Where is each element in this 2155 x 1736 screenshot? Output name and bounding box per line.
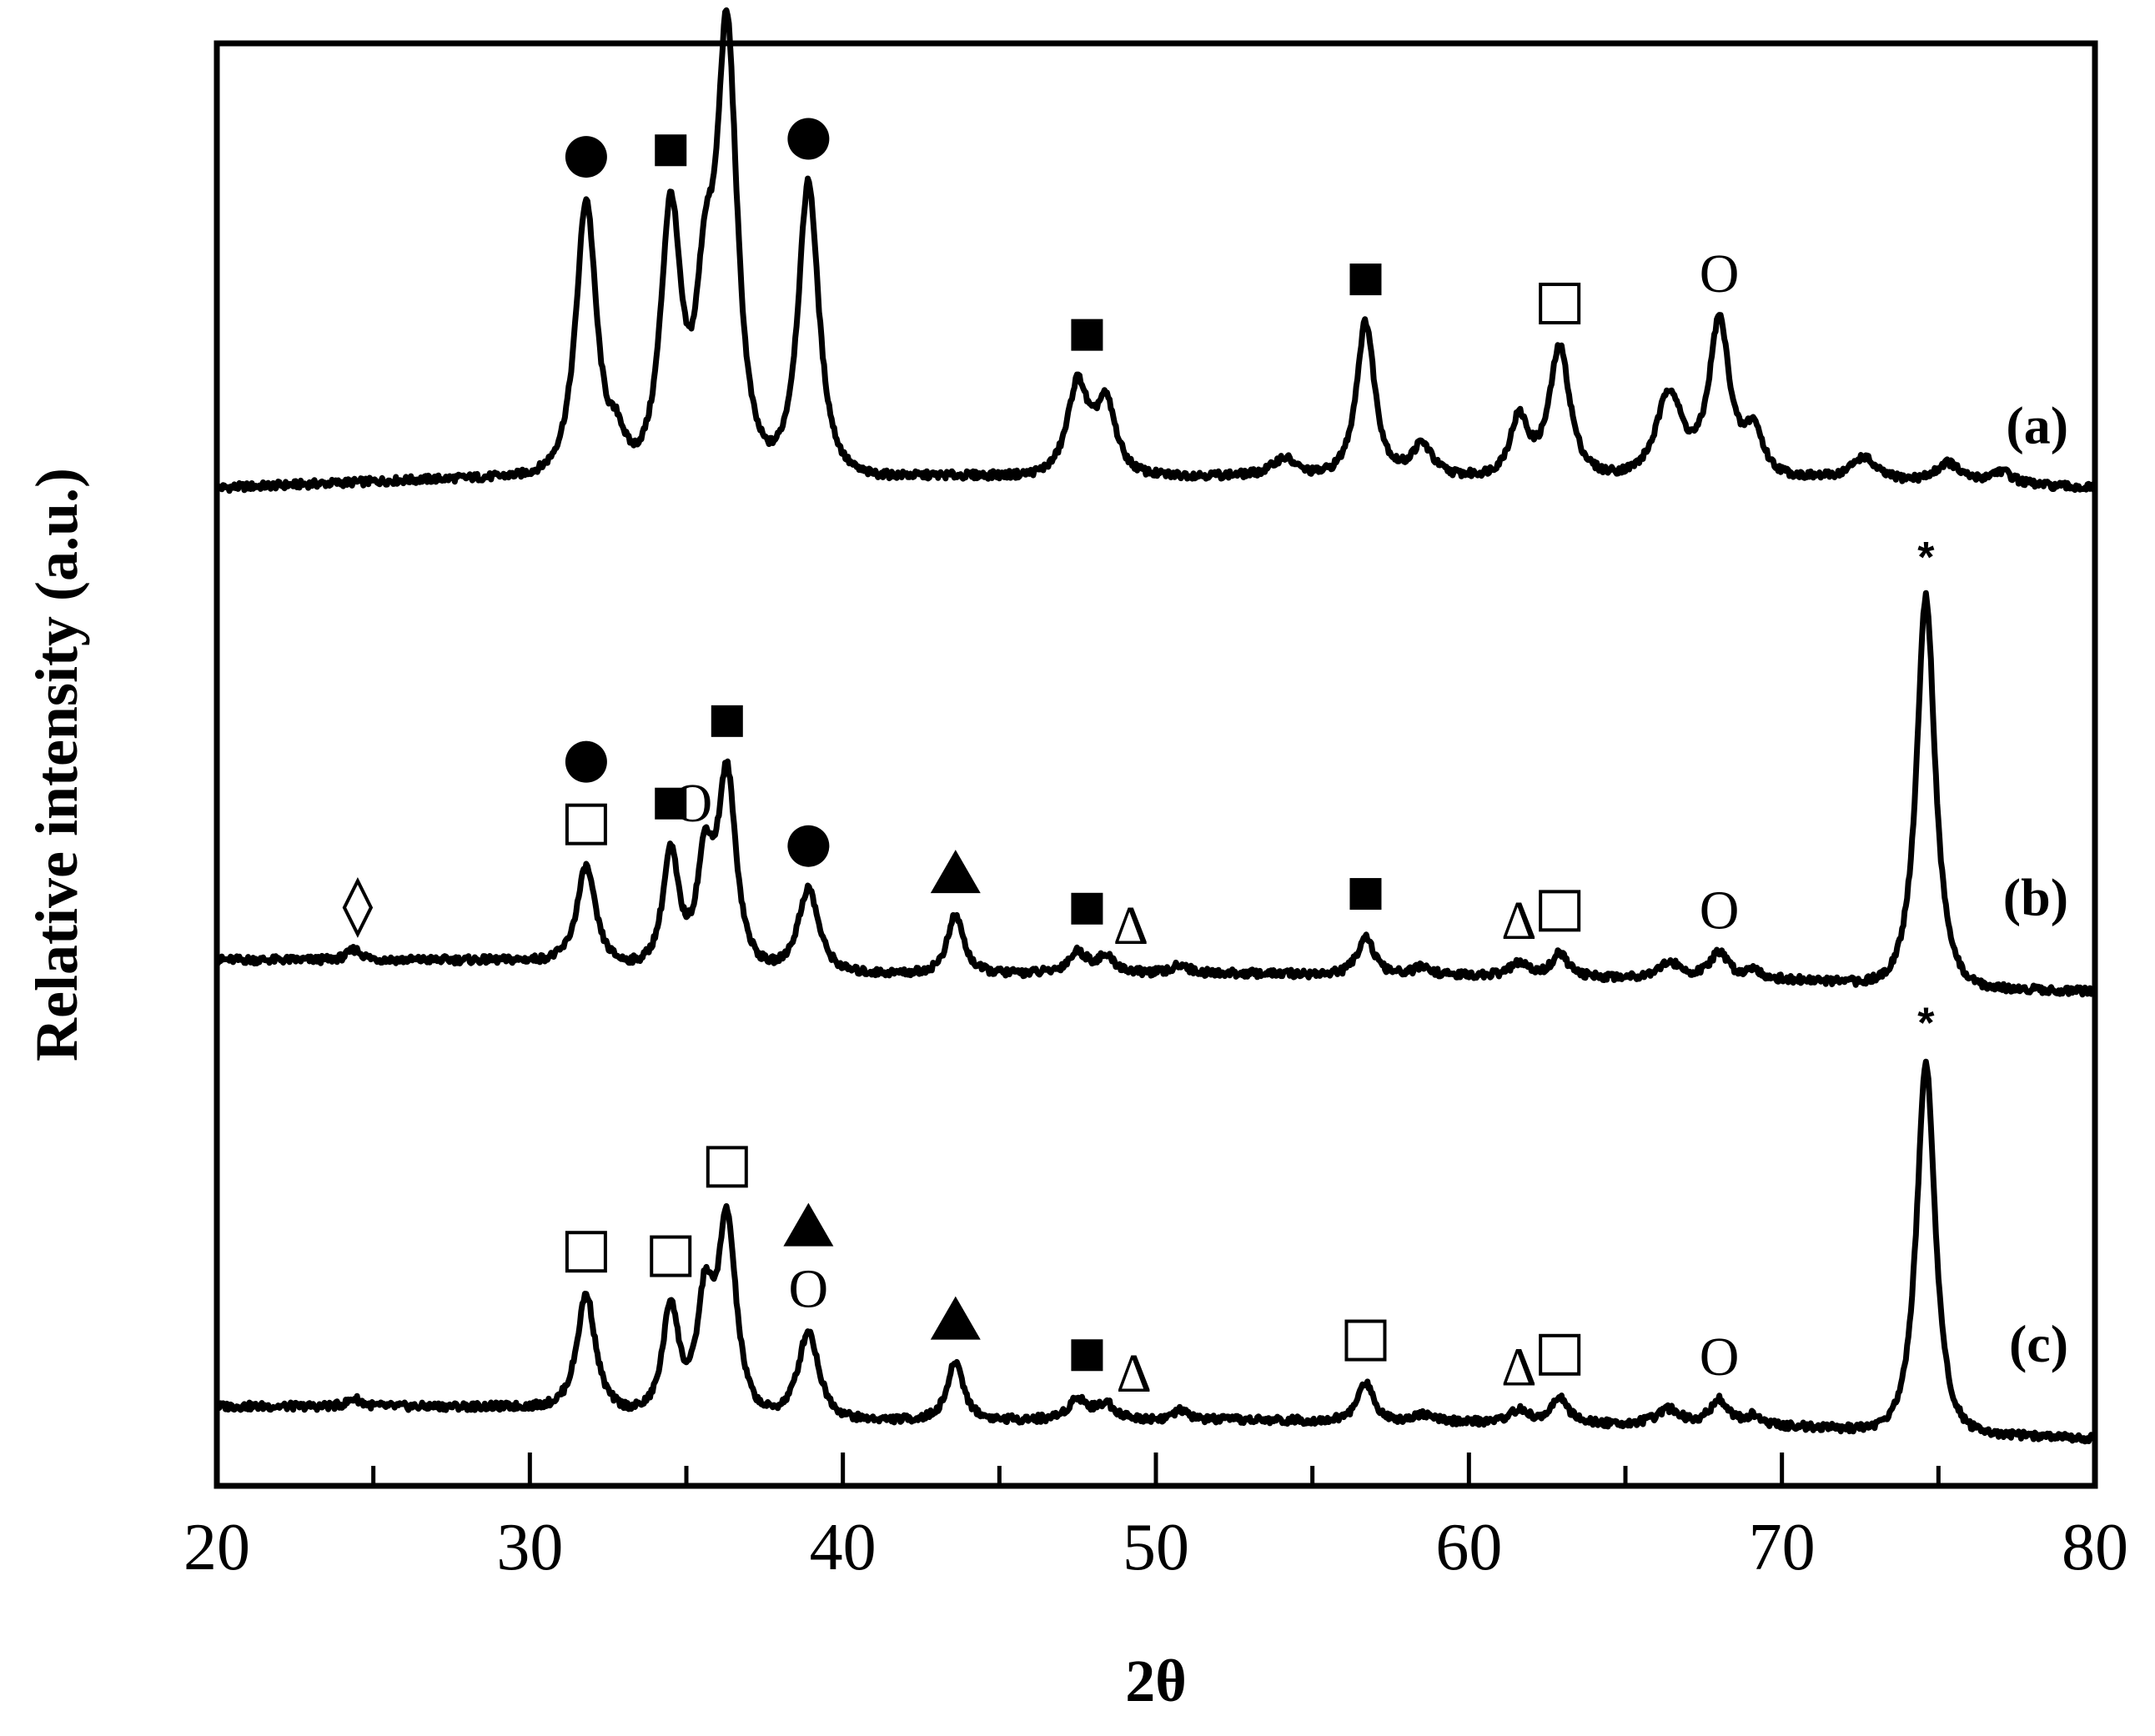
marker-b-6-circle-filled: [787, 825, 830, 867]
marker-b-8-square-filled: [1071, 892, 1103, 925]
marker-c-5-triangle-filled: [930, 1296, 981, 1340]
marker-c-9-glyph: Δ: [1501, 1337, 1536, 1397]
y-axis-title: Relative intensity (a.u.): [23, 468, 90, 1061]
trace-label-a: (a): [2006, 395, 2068, 454]
trace-label-b: (b): [2003, 868, 2068, 927]
marker-c-4-triangle-filled: [783, 1202, 834, 1247]
trace-a: [213, 7, 2098, 494]
marker-b-0-diamond-open: [342, 876, 374, 938]
marker-c-10-square-open: [1539, 1333, 1581, 1376]
marker-b-1-square-open: [565, 803, 607, 845]
x-tick-label: 50: [1123, 1511, 1189, 1584]
marker-b-10-square-filled: [1349, 878, 1382, 911]
marker-a-6-square-open: [1539, 283, 1581, 325]
marker-a-3-circle-filled: [787, 118, 830, 160]
marker-c-0-square-open: [565, 1231, 607, 1273]
x-tick-label: 80: [2062, 1511, 2128, 1584]
x-tick-label: 30: [496, 1511, 563, 1584]
x-axis-tick-labels: 20 30 40 50 60 70 80: [183, 1511, 2128, 1584]
marker-a-0-circle-filled: [565, 136, 607, 178]
marker-b-4-glyph: O: [673, 773, 713, 834]
marker-b-2-circle-filled: [565, 740, 607, 783]
x-tick-label: 20: [183, 1511, 250, 1584]
marker-c-12-glyph: *: [1917, 999, 1935, 1047]
marker-a-1-square-filled: [655, 134, 687, 167]
traces: [213, 7, 2098, 1445]
marker-b-12-square-open: [1539, 890, 1581, 932]
marker-a-5-square-filled: [1349, 263, 1382, 296]
marker-b-14-glyph: *: [1917, 534, 1935, 582]
marker-c-6-square-filled: [1071, 1339, 1103, 1372]
marker-b-13-glyph: O: [1700, 880, 1740, 941]
trace-c: [214, 1058, 2098, 1445]
x-tick-label: 60: [1435, 1511, 1502, 1584]
marker-a-4-square-filled: [1071, 319, 1103, 351]
trace-label-c: (c): [2009, 1314, 2068, 1373]
marker-c-3-glyph: O: [789, 1259, 829, 1320]
plot-frame: [213, 40, 2098, 1489]
marker-c-7-glyph: Δ: [1117, 1343, 1152, 1404]
x-axis-ticks: [214, 1453, 2097, 1486]
x-axis-title: 2θ: [1125, 1648, 1187, 1714]
x-tick-label: 70: [1749, 1511, 1816, 1584]
marker-b-7-triangle-filled: [930, 850, 981, 894]
trace-labels: (a) (b) (c): [2003, 395, 2068, 1373]
marker-c-1-square-open: [650, 1235, 692, 1277]
marker-b-9-glyph: Δ: [1113, 896, 1148, 956]
marker-c-11-glyph: O: [1700, 1327, 1740, 1387]
marker-b-5-square-filled: [711, 705, 743, 737]
marker-c-8-square-open: [1344, 1319, 1387, 1362]
marker-a-7-glyph: O: [1700, 243, 1740, 304]
peak-markers: O O Δ Δ O * O Δ Δ O *: [342, 118, 1935, 1404]
marker-b-3-square-filled: [655, 787, 687, 820]
x-tick-label: 40: [810, 1511, 877, 1584]
marker-c-2-square-open: [706, 1146, 748, 1188]
trace-b: [215, 590, 2097, 998]
marker-b-11-glyph: Δ: [1501, 891, 1536, 951]
